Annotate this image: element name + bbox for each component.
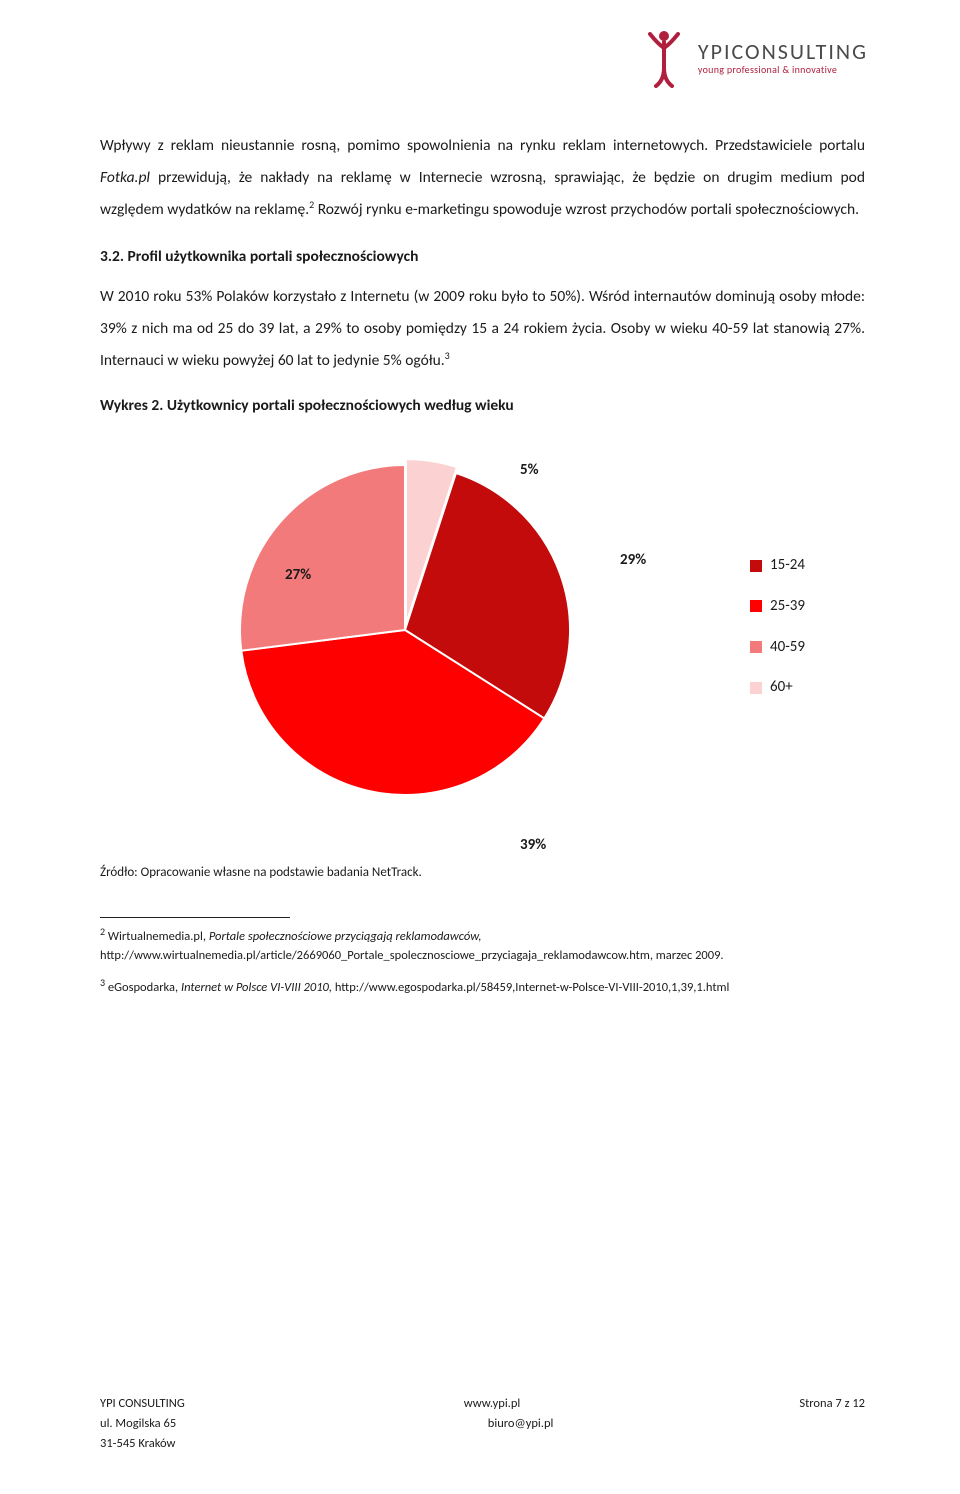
footnote-rule [100,917,290,918]
pie-svg [240,455,600,825]
legend-row: 15-24 [750,550,805,581]
legend-swatch [750,682,762,694]
legend-label: 15-24 [770,550,805,581]
footnote-3: 3 eGospodarka, Internet w Polsce VI-VIII… [100,975,865,998]
page-footer: YPI CONSULTING www.ypi.pl Strona 7 z 12 … [100,1394,865,1454]
paragraph-1: Wpływy z reklam nieustannie rosną, pomim… [100,130,865,225]
legend-label: 25-39 [770,591,805,622]
logo-name: YPICONSULTING [698,41,868,63]
pie-data-label: 29% [620,545,646,576]
legend-row: 60+ [750,672,805,703]
document-body: Wpływy z reklam nieustannie rosną, pomim… [100,130,865,998]
legend-row: 40-59 [750,632,805,663]
legend-label: 40-59 [770,632,805,663]
logo-tagline: young professional & innovative [698,65,868,75]
footer-left-1: YPI CONSULTING [100,1394,185,1414]
legend-label: 60+ [770,672,793,703]
para1-text-a: Wpływy z reklam nieustannie rosną, pomim… [100,136,865,155]
footnote-2: 2 Wirtualnemedia.pl, Portale społecznośc… [100,924,865,966]
fn2-i: Portale społecznościowe przyciągają rekl… [209,929,482,944]
legend-swatch [750,560,762,572]
para2-sup: 3 [445,348,450,361]
footer-center-2: biuro@ypi.pl [488,1414,554,1434]
paragraph-2: W 2010 roku 53% Polaków korzystało z Int… [100,281,865,376]
pie-data-label: 39% [520,830,546,861]
pie-chart: 5%29%39%27% 15-2425-3940-5960+ [100,430,865,850]
legend-swatch [750,600,762,612]
chart-source: Źródło: Opracowanie własne na podstawie … [100,860,865,887]
pie-slice [240,465,405,651]
legend-swatch [750,641,762,653]
footer-center-1: www.ypi.pl [464,1394,520,1414]
legend-row: 25-39 [750,591,805,622]
para1-text-c: Rozwój rynku e-marketingu spowoduje wzro… [314,200,859,219]
para2-text: W 2010 roku 53% Polaków korzystało z Int… [100,287,865,370]
chart-legend: 15-24 25-39 40-59 60+ [750,550,805,713]
pie-svg-wrap [240,455,600,837]
logo-text: YPICONSULTING young professional & innov… [698,41,868,75]
logo: YPICONSULTING young professional & innov… [640,28,868,88]
footer-right-1: Strona 7 z 12 [799,1394,865,1414]
pie-data-label: 27% [285,560,311,591]
footer-left-3: 31-545 Kraków [100,1434,175,1454]
fn3-a: eGospodarka, [105,981,181,996]
footer-left-2: ul. Mogilska 65 [100,1414,176,1434]
chart-title: Wykres 2. Użytkownicy portali społecznoś… [100,390,865,422]
fn2-a: Wirtualnemedia.pl, [105,929,209,944]
para1-italic: Fotka.pl [100,168,150,187]
fn2-b: http://www.wirtualnemedia.pl/article/266… [100,948,724,963]
logo-figurine-icon [640,28,688,88]
footnotes: 2 Wirtualnemedia.pl, Portale społecznośc… [100,924,865,999]
pie-data-label: 5% [520,455,539,486]
fn3-b: http://www.egospodarka.pl/58459,Internet… [332,981,729,996]
fn3-i: Internet w Polsce VI-VIII 2010, [181,981,332,996]
section-heading: 3.2. Profil użytkownika portali społeczn… [100,241,865,273]
